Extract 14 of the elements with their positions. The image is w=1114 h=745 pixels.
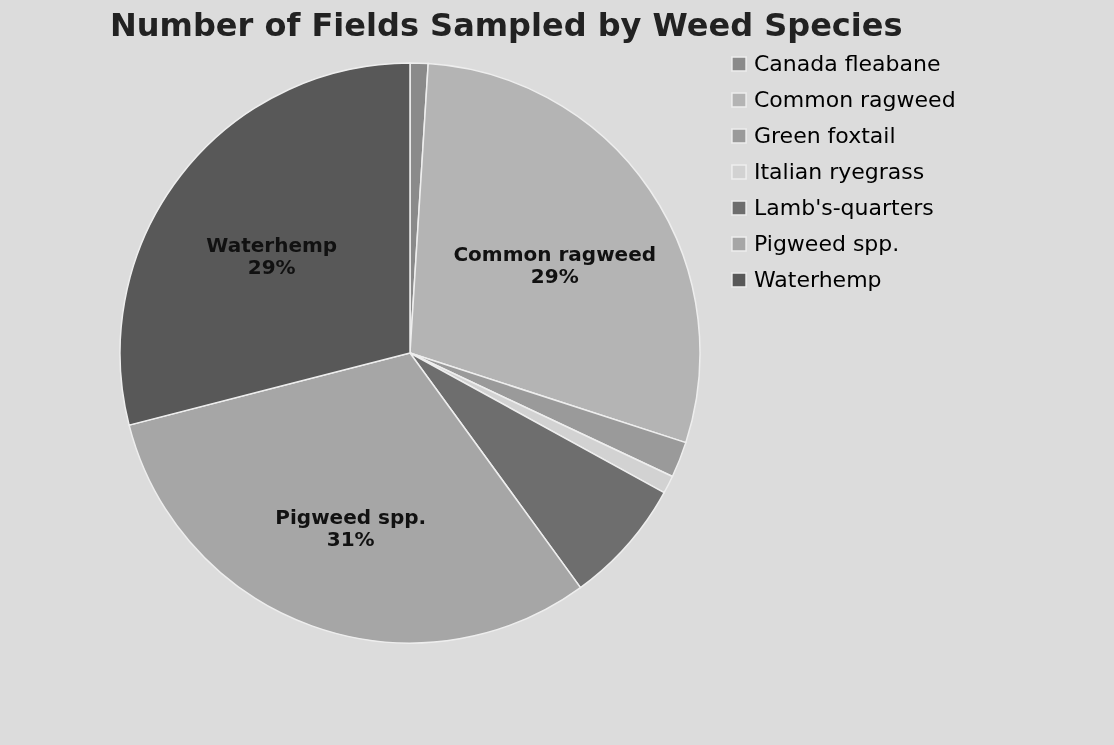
data-label: 29% [247,254,296,279]
slice-label: Pigweed spp. [275,504,427,529]
legend-label: Green foxtail [754,123,896,148]
chart-title: Number of Fields Sampled by Weed Species [110,6,903,44]
data-label: 29% [530,263,579,288]
legend-label: Common ragweed [754,87,956,112]
legend-label: Waterhemp [754,267,882,292]
legend-label: Canada fleabane [754,51,941,76]
data-label: 31% [326,526,375,551]
slice-label: Common ragweed [453,241,657,266]
slice-label: Waterhemp [206,232,338,257]
legend-label: Lamb's-quarters [754,195,934,220]
legend-label: Italian ryegrass [754,159,925,184]
legend-label: Pigweed spp. [754,231,900,256]
